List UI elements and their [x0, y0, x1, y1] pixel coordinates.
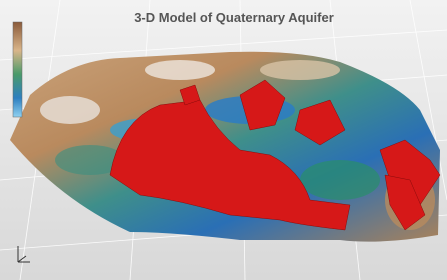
page: 3-D Model of Quaternary Aquifer (() => {…: [0, 0, 447, 280]
scene: 3-D Model of Quaternary Aquifer: [0, 0, 447, 280]
title: 3-D Model of Quaternary Aquifer: [134, 10, 334, 25]
colorbar: [13, 22, 22, 117]
